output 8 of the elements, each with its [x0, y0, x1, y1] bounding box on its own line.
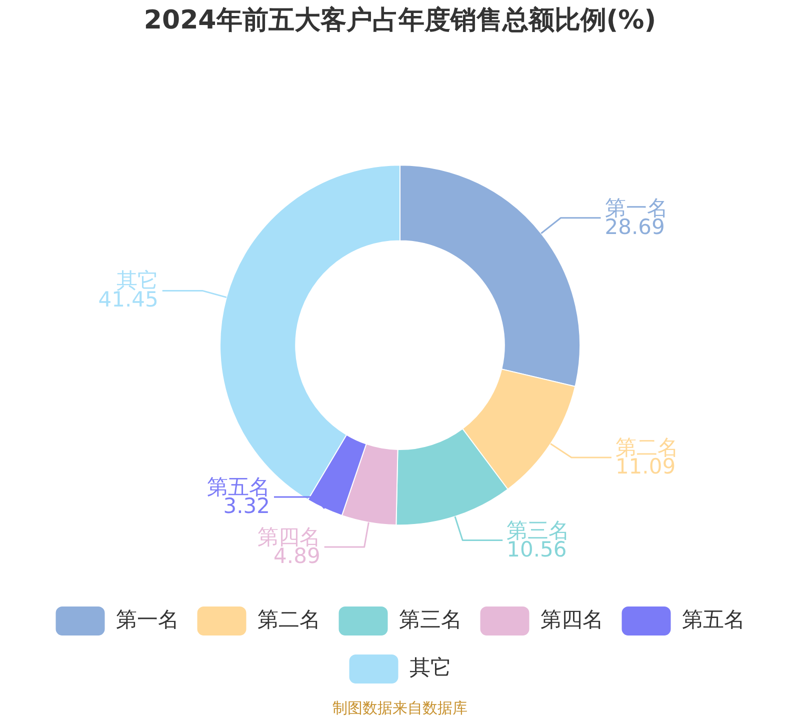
legend-label: 第一名	[116, 607, 179, 632]
legend-label: 第三名	[398, 607, 462, 632]
text: 制图数据来自数据库	[332, 698, 468, 718]
legend-label: 第二名	[257, 607, 320, 632]
legend-label: 第四名	[540, 607, 604, 632]
legend-label: 其它	[409, 655, 452, 680]
chart-title: 2024年前五大客户占年度销售总额比例(%)	[144, 5, 656, 36]
legend-label: 第五名	[682, 607, 745, 632]
